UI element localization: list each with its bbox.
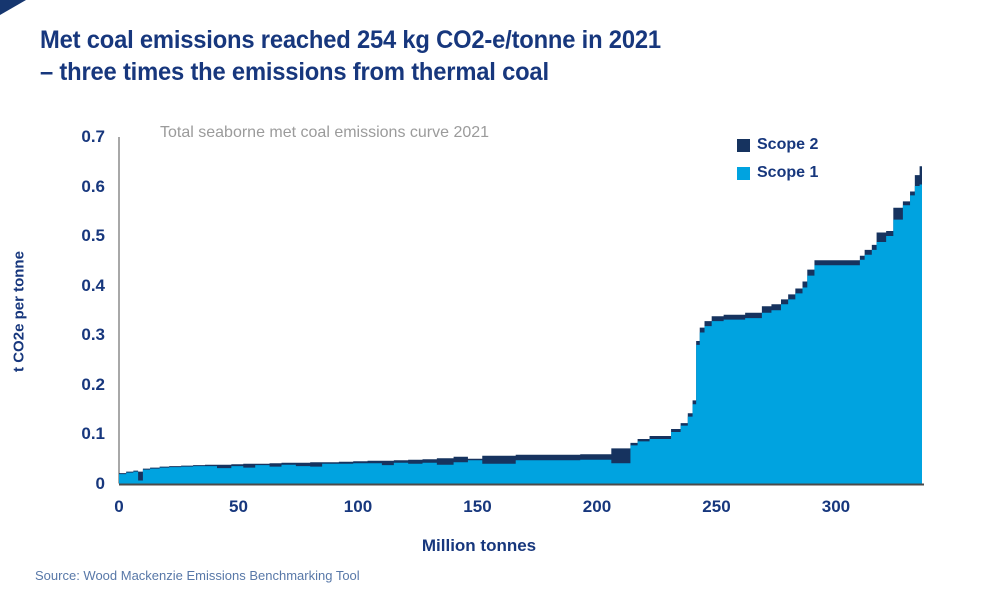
y-tick-label-0: 0 [95,473,105,493]
y-tick-label-0.7: 0.7 [81,127,105,146]
y-tick-label-0.1: 0.1 [81,424,105,443]
scope1-area [119,184,922,484]
x-tick-label-200: 200 [582,497,612,516]
page-title-line1: Met coal emissions reached 254 kg CO2-e/… [40,26,661,54]
y-tick-label-0.2: 0.2 [81,374,105,394]
page-title-line2: – three times the emissions from thermal… [40,58,549,86]
scope2-swatch-icon [737,138,750,152]
legend-label-scope1: Scope 1 [757,164,819,181]
y-tick-label-0.5: 0.5 [81,226,105,245]
y-axis-title: t CO2e per tonne [10,251,28,372]
x-tick-label-0: 0 [114,497,124,516]
page-title: Met coal emissions reached 254 kg CO2-e/… [40,24,762,88]
corner-accent-triangle [0,0,26,15]
source-attribution: Source: Wood Mackenzie Emissions Benchma… [35,568,360,583]
x-tick-label-50: 50 [229,497,248,516]
y-tick-label-0.3: 0.3 [81,325,105,344]
chart-subtitle: Total seaborne met coal emissions curve … [160,124,490,141]
legend-item-scope1: Scope 1 [737,163,818,183]
scope1-swatch-icon [737,166,750,180]
x-tick-label-250: 250 [702,497,731,516]
x-axis-title: Million tonnes [421,536,537,555]
legend-label-scope2: Scope 2 [757,136,819,153]
legend-item-scope2: Scope 2 [737,135,818,155]
chart-legend: Scope 2 Scope 1 [737,135,818,191]
y-tick-label-0.6: 0.6 [81,176,105,196]
x-tick-label-300: 300 [821,497,851,516]
x-tick-label-100: 100 [343,497,373,516]
y-tick-label-0.4: 0.4 [81,275,105,295]
x-tick-label-150: 150 [463,497,492,516]
